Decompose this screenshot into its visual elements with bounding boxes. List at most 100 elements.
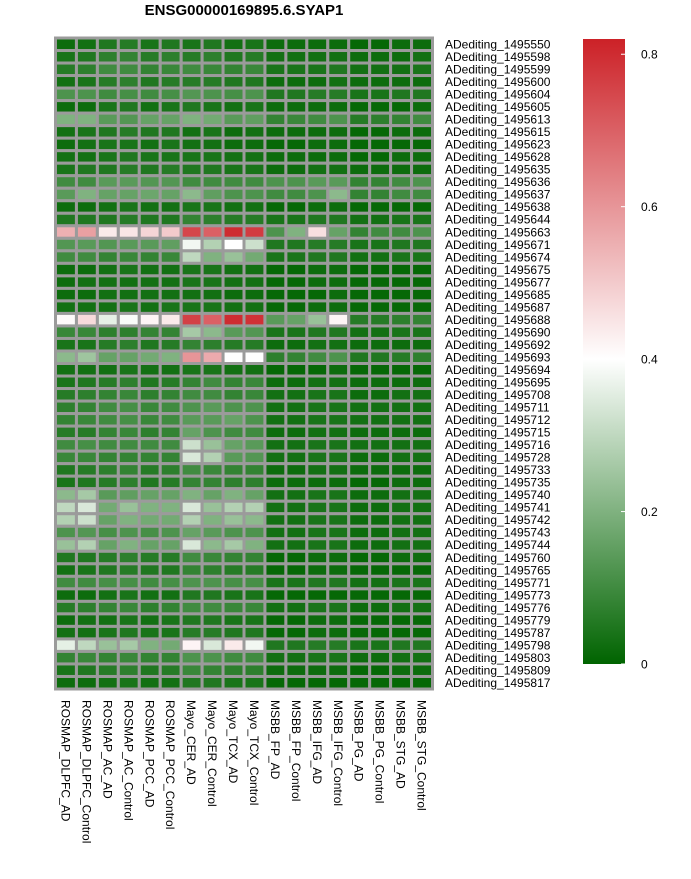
heatmap-cell: [326, 412, 351, 428]
heatmap-cell: [179, 412, 204, 428]
heatmap-cell: [158, 599, 183, 616]
heatmap-cell: [74, 537, 99, 553]
heatmap-cell: [221, 399, 246, 416]
heatmap-cell: [200, 524, 225, 541]
heatmap-cell: [158, 149, 183, 165]
row-labels: ADediting_1495550ADediting_1495598ADedit…: [445, 37, 551, 689]
row-label: ADediting_1495744: [445, 538, 551, 552]
heatmap-cell: [410, 236, 434, 253]
heatmap-cell: [410, 487, 434, 503]
heatmap-cell: [95, 512, 120, 528]
heatmap-cell: [305, 649, 330, 666]
heatmap-cell: [242, 462, 267, 478]
heatmap-cell: [221, 449, 246, 466]
heatmap-cell: [179, 336, 204, 353]
heatmap-cell: [116, 249, 141, 265]
heatmap-cell: [284, 449, 309, 466]
heatmap-cell: [74, 311, 99, 328]
heatmap-cell: [263, 286, 288, 303]
heatmap-cell: [54, 599, 78, 616]
heatmap-cell: [221, 662, 246, 678]
heatmap-cell: [263, 674, 288, 691]
heatmap-cell: [389, 624, 414, 641]
heatmap-cell: [221, 349, 246, 366]
heatmap-cell: [74, 562, 99, 578]
heatmap-cell: [305, 211, 330, 228]
heatmap-cell: [326, 524, 351, 541]
heatmap-cell: [326, 599, 351, 616]
heatmap-cell: [389, 199, 414, 215]
heatmap-cell: [54, 36, 78, 53]
heatmap-cell: [242, 311, 267, 328]
heatmap-cell: [242, 336, 267, 353]
heatmap-cell: [368, 549, 393, 566]
heatmap-cell: [410, 624, 434, 641]
heatmap-cell: [54, 424, 78, 441]
row-label: ADediting_1495550: [445, 37, 551, 51]
row-label: ADediting_1495628: [445, 150, 551, 164]
heatmap-cell: [368, 562, 393, 578]
heatmap-cell: [200, 111, 225, 128]
column-label: MSBB_FP_AD: [268, 700, 282, 780]
heatmap-cell: [95, 349, 120, 366]
heatmap-cell: [116, 537, 141, 553]
heatmap-cell: [305, 487, 330, 503]
heatmap-cell: [221, 49, 246, 65]
heatmap-cell: [54, 324, 78, 340]
heatmap-cell: [389, 612, 414, 628]
heatmap-cell: [137, 274, 162, 290]
heatmap-cell: [95, 261, 120, 278]
heatmap-cell: [410, 286, 434, 303]
heatmap-cell: [326, 236, 351, 253]
heatmap-cell: [137, 136, 162, 153]
heatmap-cell: [326, 274, 351, 290]
heatmap-cell: [74, 374, 99, 391]
heatmap-cell: [95, 224, 120, 240]
heatmap-cell: [305, 274, 330, 290]
heatmap-cell: [368, 374, 393, 391]
heatmap-cell: [95, 124, 120, 140]
heatmap-cell: [200, 424, 225, 441]
heatmap-cell: [284, 362, 309, 378]
heatmap-cell: [263, 387, 288, 403]
heatmap-cell: [95, 599, 120, 616]
heatmap-cell: [410, 462, 434, 478]
heatmap-cell: [200, 336, 225, 353]
heatmap-cell: [410, 86, 434, 103]
heatmap-cell: [137, 587, 162, 603]
heatmap-cell: [221, 274, 246, 290]
heatmap-cell: [410, 662, 434, 678]
heatmap-cell: [116, 387, 141, 403]
heatmap-cell: [368, 399, 393, 416]
heatmap-cell: [326, 149, 351, 165]
heatmap-cell: [221, 587, 246, 603]
row-label: ADediting_1495663: [445, 225, 551, 239]
heatmap-cell: [263, 299, 288, 315]
heatmap-cell: [347, 374, 372, 391]
heatmap-cell: [221, 74, 246, 90]
heatmap-cell: [116, 674, 141, 691]
heatmap-cell: [389, 399, 414, 416]
heatmap-cell: [263, 36, 288, 53]
heatmap-cell: [54, 299, 78, 315]
heatmap-cell: [221, 637, 246, 653]
heatmap-cell: [284, 149, 309, 165]
heatmap-cell: [158, 387, 183, 403]
heatmap-cell: [74, 474, 99, 491]
heatmap-cell: [347, 161, 372, 178]
heatmap-cell: [368, 424, 393, 441]
heatmap-cell: [74, 136, 99, 153]
heatmap-cell: [305, 499, 330, 516]
heatmap-cell: [116, 86, 141, 103]
heatmap-cell: [221, 324, 246, 340]
heatmap-cell: [74, 387, 99, 403]
heatmap-cell: [410, 612, 434, 628]
heatmap-cell: [179, 424, 204, 441]
heatmap-cell: [347, 249, 372, 265]
heatmap-cell: [389, 424, 414, 441]
heatmap-cell: [221, 437, 246, 453]
heatmap-cell: [54, 224, 78, 240]
heatmap-cell: [54, 574, 78, 591]
heatmap-cell: [326, 49, 351, 65]
heatmap-cell: [137, 512, 162, 528]
